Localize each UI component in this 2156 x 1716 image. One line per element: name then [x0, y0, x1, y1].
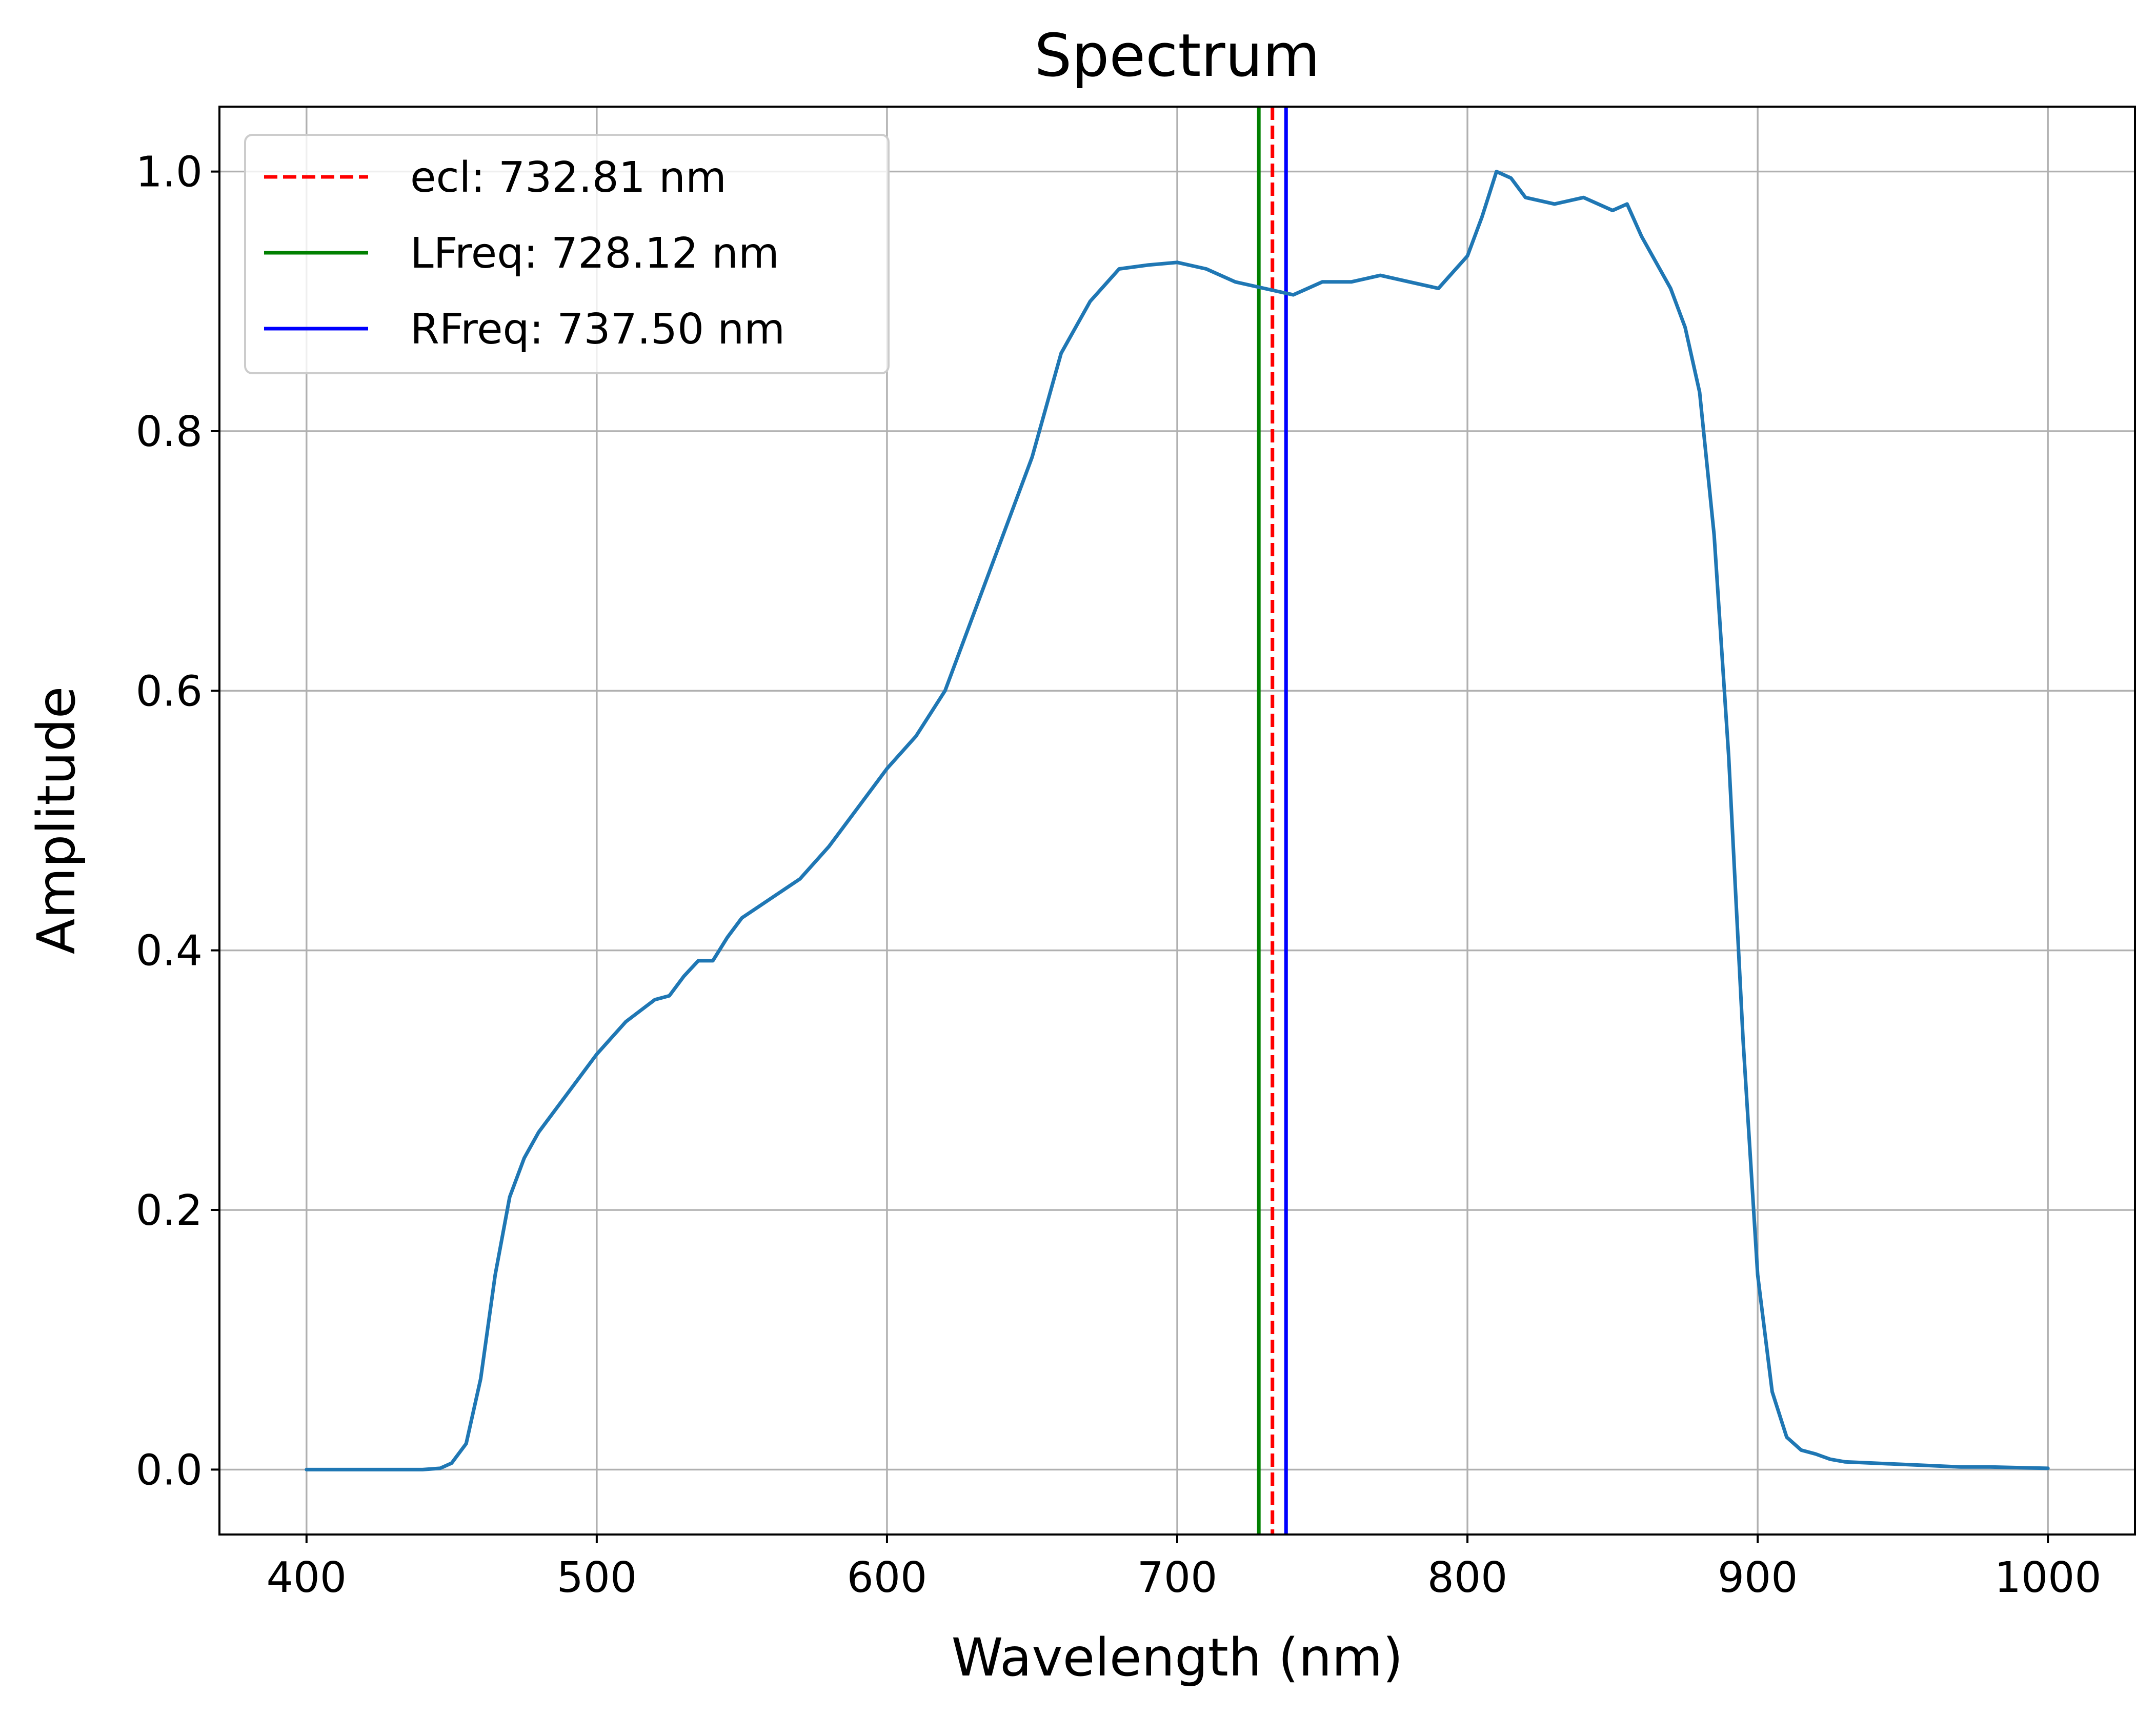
x-tick-label: 1000: [1994, 1553, 2102, 1602]
y-tick-label: 0.2: [136, 1186, 203, 1235]
y-axis-label: Amplitude: [26, 687, 87, 955]
x-axis-label: Wavelength (nm): [951, 1627, 1403, 1688]
x-tick-label: 900: [1718, 1553, 1798, 1602]
ticks: 400 500 600 700 800 900 1000 0.0 0.2 0.4 0.6 0.8 1.0: [136, 148, 2102, 1602]
x-tick-label: 800: [1427, 1553, 1508, 1602]
x-tick-label: 500: [557, 1553, 637, 1602]
y-tick-label: 0.0: [136, 1446, 203, 1495]
x-tick-label: 600: [847, 1553, 928, 1602]
vertical-lines: [1257, 107, 1288, 1535]
series-layer: [305, 170, 2050, 1471]
legend-label: RFreq: 737.50 nm: [410, 305, 785, 354]
spectrum-line: [305, 170, 2050, 1471]
y-tick-label: 0.6: [136, 667, 203, 716]
legend-label: LFreq: 728.12 nm: [410, 229, 779, 278]
x-tick-label: 400: [267, 1553, 347, 1602]
chart-title: Spectrum: [1034, 22, 1320, 90]
y-tick-label: 1.0: [136, 148, 203, 197]
legend-box: [244, 134, 890, 374]
legend: ecl: 732.81 nm LFreq: 728.12 nm RFreq: 737…: [244, 134, 890, 374]
y-tick-label: 0.4: [136, 927, 203, 976]
legend-label: ecl: 732.81 nm: [410, 153, 727, 202]
x-tick-label: 700: [1137, 1553, 1218, 1602]
y-tick-label: 0.8: [136, 408, 203, 456]
